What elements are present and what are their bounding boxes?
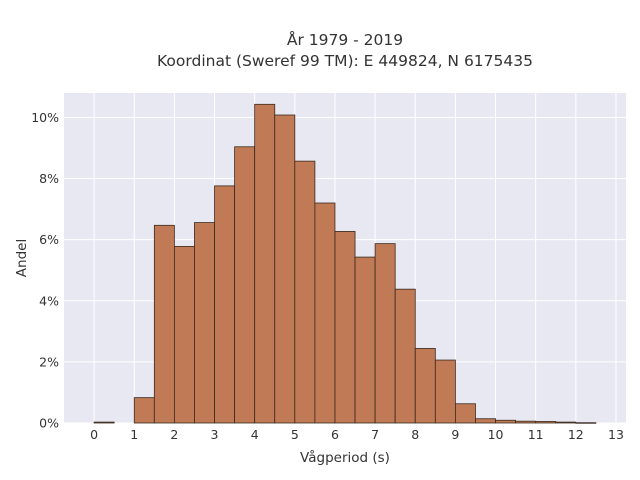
y-axis-label: Andel [14, 239, 30, 277]
histogram-bar [454, 403, 476, 424]
chart-title-line-1: År 1979 - 2019 [287, 30, 403, 49]
x-tick-label: 12 [568, 427, 584, 442]
histogram-bar [314, 202, 336, 424]
histogram-bar [194, 222, 215, 424]
histogram-bar [394, 288, 416, 424]
y-tick-label: 6% [39, 232, 59, 247]
x-tick-label: 6 [331, 427, 339, 442]
histogram-bar [173, 245, 195, 424]
histogram-bar [515, 420, 537, 424]
histogram-bar [535, 421, 557, 424]
histogram-bar [475, 418, 496, 424]
histogram-bar [434, 359, 456, 424]
histogram-bar [495, 419, 517, 424]
histogram-bar [133, 397, 155, 424]
histogram-bar [294, 160, 316, 424]
x-tick-label: 1 [130, 427, 138, 442]
histogram-bar [354, 256, 376, 424]
y-tick-label: 2% [39, 354, 59, 369]
x-tick-label: 2 [170, 427, 178, 442]
histogram-bar [93, 421, 115, 424]
x-axis-label: Vågperiod (s) [300, 449, 390, 466]
x-tick-label: 7 [371, 427, 379, 442]
histogram-bar [374, 243, 396, 424]
y-tick-label: 4% [39, 293, 59, 308]
histogram-bar [555, 421, 577, 424]
histogram-bar [214, 185, 236, 424]
histogram-bar [414, 348, 436, 424]
x-tick-label: 11 [528, 427, 544, 442]
histogram-bars [93, 103, 597, 424]
x-tick-label: 4 [251, 427, 259, 442]
histogram-bar [274, 114, 296, 424]
y-tick-label: 8% [39, 171, 59, 186]
x-tick-label: 0 [90, 427, 98, 442]
histogram-bar [234, 146, 256, 424]
histogram-bar [254, 103, 276, 424]
y-axis-ticks: 0% 2% 4% 6% 8% 10% [31, 110, 59, 431]
x-tick-label: 13 [608, 427, 624, 442]
x-tick-label: 3 [211, 427, 219, 442]
x-tick-label: 10 [488, 427, 504, 442]
x-axis-ticks: 0 1 2 3 4 5 6 7 8 9 10 11 12 13 [90, 427, 624, 442]
x-tick-label: 5 [291, 427, 299, 442]
histogram-bar [575, 422, 597, 424]
y-tick-label: 10% [31, 110, 59, 125]
x-tick-label: 8 [411, 427, 419, 442]
histogram-bar [153, 224, 175, 424]
y-tick-label: 0% [39, 416, 59, 431]
histogram-bar [334, 231, 356, 424]
chart-title-line-2: Koordinat (Sweref 99 TM): E 449824, N 61… [157, 52, 533, 70]
x-tick-label: 9 [451, 427, 459, 442]
